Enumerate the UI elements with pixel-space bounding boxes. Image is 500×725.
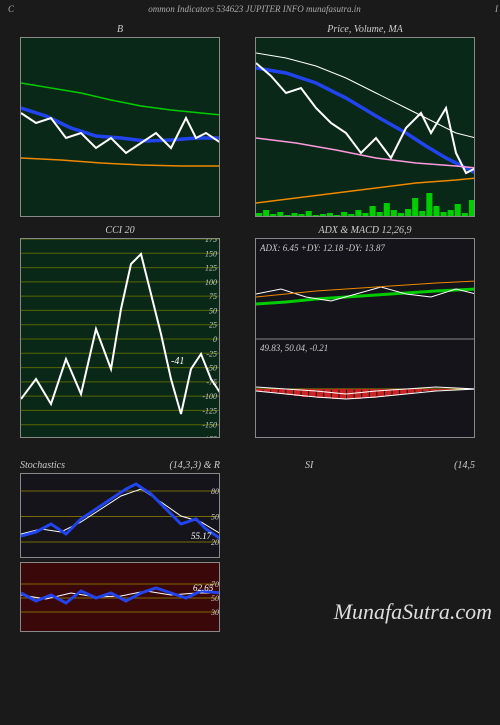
svg-text:0: 0	[213, 335, 217, 344]
si-label: SI	[305, 458, 313, 473]
svg-text:175: 175	[205, 238, 217, 244]
chart-cci: 1751501251007550250-25-50-75-100-125-150…	[20, 238, 220, 438]
svg-text:100: 100	[205, 278, 217, 287]
chart-price-title: Price, Volume, MA	[240, 22, 490, 37]
si-right: (14,5	[454, 458, 475, 473]
page-title: ommon Indicators 534623 JUPITER INFO mun…	[148, 4, 361, 14]
svg-text:125: 125	[205, 264, 217, 273]
svg-text:50: 50	[211, 513, 219, 522]
chart-b	[20, 37, 220, 217]
chart-adx: ADX: 6.45 +DY: 12.18 -DY: 13.87 49.83, 50…	[255, 238, 475, 438]
svg-text:-175: -175	[202, 435, 217, 438]
svg-text:80: 80	[211, 487, 219, 496]
svg-text:-150: -150	[202, 421, 217, 430]
svg-text:-41: -41	[171, 356, 184, 367]
svg-text:-25: -25	[206, 349, 217, 358]
chart-price	[255, 37, 475, 217]
svg-text:30: 30	[210, 608, 219, 617]
svg-text:50: 50	[209, 306, 217, 315]
stoch-title: Stochastics	[20, 458, 65, 473]
svg-text:49.83, 50.04, -0.21: 49.83, 50.04, -0.21	[260, 343, 328, 353]
svg-text:-125: -125	[202, 406, 217, 415]
svg-text:55.17: 55.17	[191, 531, 212, 541]
svg-text:20: 20	[211, 538, 219, 547]
svg-text:150: 150	[205, 249, 217, 258]
chart-rsi: 70503062.65	[20, 562, 220, 632]
svg-text:-100: -100	[202, 392, 217, 401]
svg-text:50: 50	[211, 594, 219, 603]
svg-text:62.65: 62.65	[193, 583, 214, 593]
chart-b-title: B	[0, 22, 240, 37]
svg-text:ADX: 6.45 +DY: 12.18 -DY: 13.: ADX: 6.45 +DY: 12.18 -DY: 13.87	[259, 243, 385, 253]
watermark: MunafaSutra.com	[334, 599, 492, 625]
chart-adx-title: ADX & MACD 12,26,9	[240, 223, 490, 238]
chart-stoch: 80 50 2055.17	[20, 473, 220, 558]
svg-text:25: 25	[209, 321, 217, 330]
svg-text:75: 75	[209, 292, 217, 301]
header-right: I	[495, 4, 498, 14]
stoch-right: (14,3,3) & R	[169, 458, 220, 473]
header-left: C	[8, 4, 14, 14]
chart-cci-title: CCI 20	[0, 223, 240, 238]
